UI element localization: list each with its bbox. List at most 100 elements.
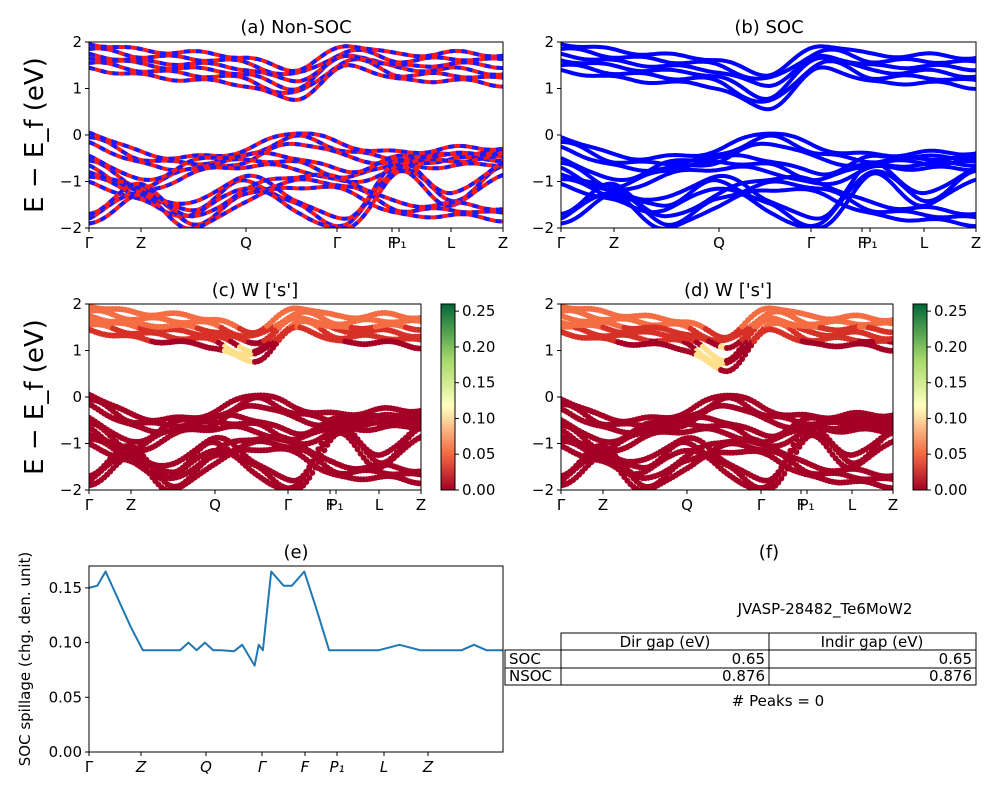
panel-c-title: (c) W ['s'] <box>212 280 299 301</box>
spillage-line <box>88 570 503 667</box>
gap-table-row-soc-indir: 0.65 <box>939 650 972 668</box>
xtick-label: F <box>797 496 806 514</box>
panel-a-title: (a) Non-SOC <box>240 17 351 38</box>
colorbar-tick-label: 0.25 <box>934 302 967 320</box>
ytick-label: 0.10 <box>49 634 82 652</box>
weighted-point <box>790 441 797 448</box>
xtick-label: Γ <box>333 234 342 252</box>
band-line-nonsoc <box>89 172 503 219</box>
weighted-point <box>796 431 803 438</box>
peaks-count: # Peaks = 0 <box>732 692 824 710</box>
weighted-point <box>781 470 788 477</box>
weighted-point <box>778 475 785 482</box>
xtick-label: F <box>388 234 397 252</box>
colorbar-tick-label: 0.00 <box>462 481 495 499</box>
band-line-soc <box>561 163 976 192</box>
xtick-label: F <box>858 234 867 252</box>
colorbar-d <box>912 303 928 491</box>
ytick-label: 1 <box>544 80 554 98</box>
band-line-soc <box>561 59 976 104</box>
band-line-nonsoc-dash <box>89 140 503 173</box>
gap-table-row-soc-dir: 0.65 <box>732 650 765 668</box>
band-lines <box>89 42 503 228</box>
ytick-label: 2 <box>72 295 82 313</box>
weighted-point <box>324 441 331 448</box>
weighted-point <box>418 345 421 352</box>
xtick-label: F <box>326 496 335 514</box>
ytick-label: 1 <box>72 80 82 98</box>
colorbar-c <box>440 303 456 491</box>
ytick-label: 0 <box>72 126 82 144</box>
weighted-point <box>775 469 782 476</box>
band-line-soc <box>561 174 976 219</box>
weighted-point <box>315 446 322 453</box>
weighted-point <box>418 421 421 428</box>
ytick-label: 2 <box>544 295 554 313</box>
gap-table-row-nsoc-dir: 0.876 <box>722 667 765 685</box>
weighted-point <box>796 443 803 450</box>
colorbar-tick-label: 0.05 <box>462 445 495 463</box>
xtick-label: P₁ <box>391 234 406 252</box>
panel-f-title: (f) <box>759 542 779 563</box>
ytick-label: −1 <box>532 435 554 453</box>
gap-table <box>504 632 977 686</box>
band-line-nonsoc-dash <box>89 161 503 192</box>
weighted-point <box>418 327 421 333</box>
weighted-point <box>354 446 361 453</box>
ytick-label: −2 <box>60 219 82 237</box>
xtick-label: Z <box>498 234 508 252</box>
xtick-label: L <box>447 234 456 252</box>
weighted-point <box>890 347 893 354</box>
weighted-point <box>890 417 893 423</box>
gap-table-row-nsoc-label: NSOC <box>509 667 552 685</box>
colorbar-tick-label: 0.20 <box>934 338 967 356</box>
xtick-label: Γ <box>807 234 816 252</box>
weighted-point <box>324 429 331 436</box>
weighted-point <box>890 329 893 336</box>
panel-d-title: (d) W ['s'] <box>684 280 772 301</box>
ytick-label: −2 <box>532 481 554 499</box>
ytick-label: 0.15 <box>49 579 82 597</box>
weighted-point <box>793 449 800 455</box>
xtick-label: Z <box>598 496 608 514</box>
band-line-nonsoc <box>89 46 503 77</box>
panel-b-soc-bands: 210−1−2Γ Z Q Γ FP₁ L Z <box>532 33 981 252</box>
xtick-label: Z <box>971 234 981 252</box>
band-line-soc <box>561 42 976 78</box>
weighted-point <box>742 351 749 358</box>
band-line-nonsoc <box>89 184 503 228</box>
panel-c-ylabel: E − E_f (eV) <box>20 319 50 475</box>
weighted-point <box>303 479 310 485</box>
band-line-nonsoc <box>89 42 503 74</box>
weighted-point <box>826 447 833 454</box>
xtick-label: L <box>848 496 857 514</box>
weighted-point <box>418 314 421 321</box>
ytick-label: 0 <box>72 388 82 406</box>
band-line-soc <box>561 153 976 182</box>
weighted-point <box>890 438 893 445</box>
weighted-point <box>890 472 893 479</box>
weighted-point <box>321 434 328 441</box>
band-line-nonsoc-dash <box>89 150 503 182</box>
band-line-soc <box>561 65 976 112</box>
panel-e-spillage: 0.150.100.050.00Γ Z Q Γ F P₁ L Z <box>49 565 504 776</box>
weighted-point <box>890 412 893 419</box>
ytick-label: 0 <box>544 388 554 406</box>
weighted-point <box>418 333 421 340</box>
ytick-label: 1 <box>72 342 82 360</box>
weighted-point <box>306 474 313 481</box>
weighted-point <box>418 433 421 440</box>
weighted-point <box>318 440 325 447</box>
xtick-label: Z <box>422 758 434 776</box>
band-line-nonsoc-dash <box>89 57 503 95</box>
panel-e-title: (e) <box>283 542 308 563</box>
ytick-label: −2 <box>532 219 554 237</box>
colorbar-tick-label: 0.05 <box>934 445 967 463</box>
xtick-label: Γ <box>557 234 566 252</box>
weighted-point <box>890 317 893 323</box>
xtick-label: Q <box>209 496 221 514</box>
xtick-label: Γ <box>85 758 94 776</box>
weighted-points <box>561 304 893 490</box>
ytick-label: 2 <box>72 33 82 51</box>
